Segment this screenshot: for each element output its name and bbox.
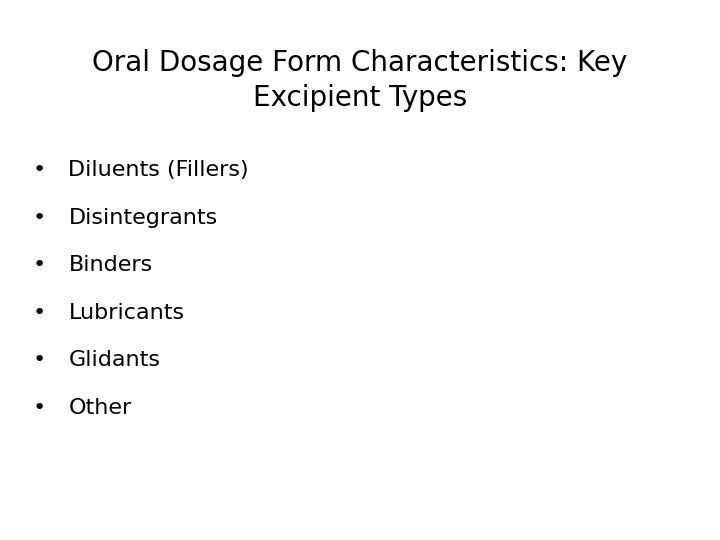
Text: Lubricants: Lubricants bbox=[68, 302, 184, 323]
Text: •: • bbox=[33, 350, 46, 370]
Text: Other: Other bbox=[68, 397, 132, 418]
Text: Disintegrants: Disintegrants bbox=[68, 207, 217, 228]
Text: •: • bbox=[33, 255, 46, 275]
Text: Diluents (Fillers): Diluents (Fillers) bbox=[68, 160, 249, 180]
Text: •: • bbox=[33, 160, 46, 180]
Text: Oral Dosage Form Characteristics: Key
Excipient Types: Oral Dosage Form Characteristics: Key Ex… bbox=[92, 49, 628, 112]
Text: •: • bbox=[33, 207, 46, 228]
Text: Binders: Binders bbox=[68, 255, 153, 275]
Text: •: • bbox=[33, 397, 46, 418]
Text: •: • bbox=[33, 302, 46, 323]
Text: Glidants: Glidants bbox=[68, 350, 161, 370]
